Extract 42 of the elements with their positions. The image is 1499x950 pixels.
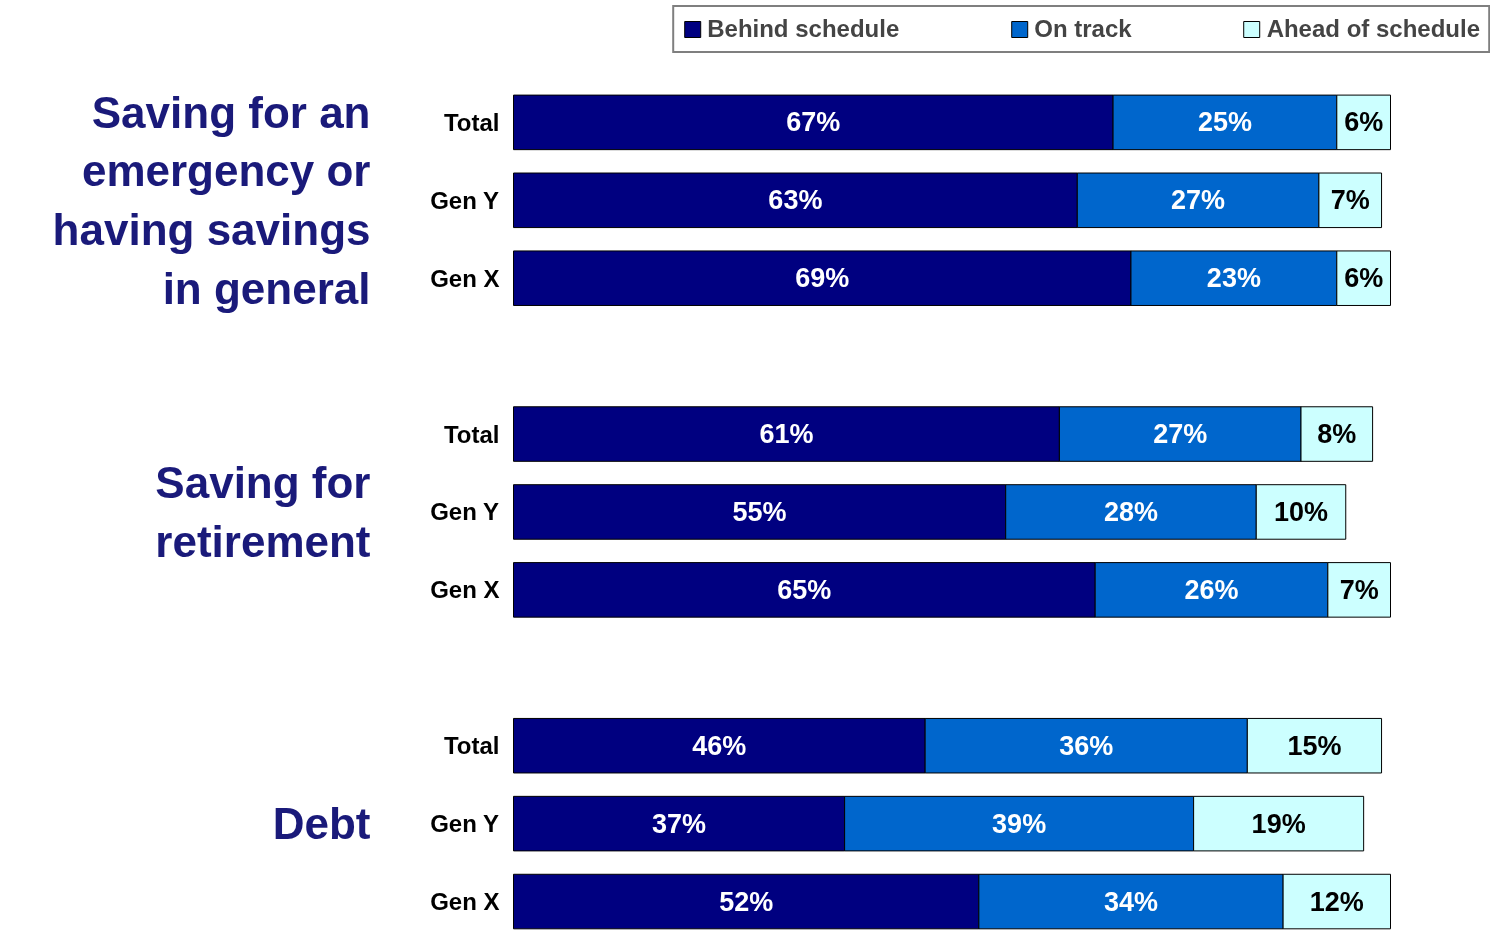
data-label: 63% <box>768 185 823 216</box>
data-label: 6% <box>1344 107 1384 138</box>
text: Debt <box>272 799 371 849</box>
legend-label: Behind schedule <box>707 15 900 43</box>
y-tick-label: Gen Y <box>430 498 500 526</box>
text: Saving for an emergency or having savings in general <box>52 87 371 313</box>
data-label: 25% <box>1197 107 1252 138</box>
data-label: 28% <box>1103 496 1159 527</box>
y-tick-label: Total <box>443 420 500 448</box>
data-label: 27% <box>1171 185 1226 216</box>
data-label: 26% <box>1184 574 1239 605</box>
data-label: 34% <box>1103 886 1159 917</box>
y-tick-label: Gen X <box>430 888 500 916</box>
data-label: 46% <box>692 730 747 761</box>
data-label: 61% <box>759 419 814 450</box>
y-tick-label: Gen Y <box>430 186 500 214</box>
data-label: 39% <box>992 808 1047 839</box>
legend-label: On track <box>1034 15 1132 43</box>
data-label: 12% <box>1309 886 1364 917</box>
data-label: 55% <box>732 496 787 527</box>
data-label: 7% <box>1339 574 1379 605</box>
data-label: 69% <box>795 263 850 294</box>
data-label: 36% <box>1059 730 1114 761</box>
y-tick-label: Total <box>443 732 500 760</box>
data-label: 23% <box>1206 263 1261 294</box>
data-label: 7% <box>1330 185 1370 216</box>
y-tick-label: Total <box>443 108 500 136</box>
y-tick-label: Gen X <box>430 576 500 604</box>
legend-label: Ahead of schedule <box>1266 15 1480 43</box>
data-label: 10% <box>1273 496 1329 527</box>
data-label: 6% <box>1344 263 1384 294</box>
y-tick-label: Gen Y <box>430 810 500 838</box>
data-label: 52% <box>719 886 774 917</box>
y-tick-label: Gen X <box>430 264 500 292</box>
data-label: 15% <box>1287 730 1342 761</box>
data-label: 67% <box>786 107 841 138</box>
data-label: 27% <box>1153 419 1208 450</box>
data-label: 37% <box>652 808 707 839</box>
data-label: 19% <box>1251 808 1306 839</box>
data-label: 65% <box>777 574 832 605</box>
data-label: 8% <box>1317 419 1357 450</box>
text: Saving for retirement <box>155 458 371 566</box>
